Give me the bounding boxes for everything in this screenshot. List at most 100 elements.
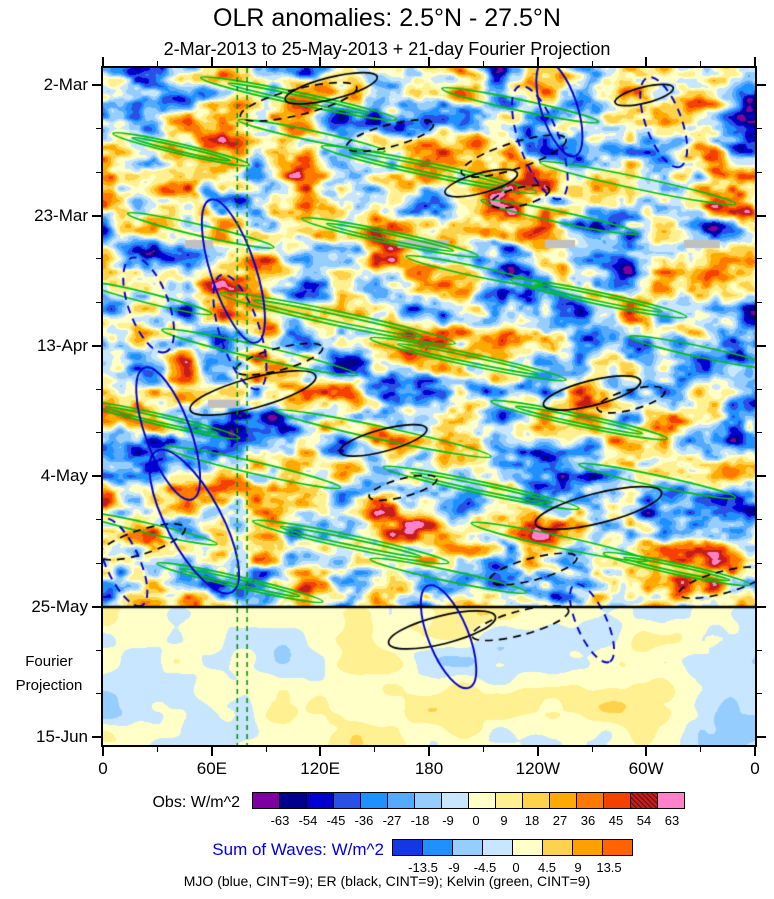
colorbar-tick-label: -27	[382, 813, 402, 828]
colorbar-tick-label: -4.5	[473, 860, 497, 875]
legend-footnote: MJO (blue, CINT=9); ER (black, CINT=9); …	[183, 873, 591, 889]
x-axis-tick	[210, 747, 213, 756]
x-minor-tick	[156, 61, 158, 66]
fourier-projection-label: Fourier Projection	[2, 650, 96, 698]
x-axis-label: 120E	[300, 759, 340, 778]
x-axis-tick	[319, 57, 322, 66]
y-minor-tick	[757, 562, 762, 564]
colorbar-cell	[495, 792, 523, 809]
x-minor-tick	[374, 61, 376, 66]
y-minor-tick	[96, 301, 101, 303]
y-minor-tick	[96, 519, 101, 521]
plot-area	[101, 66, 757, 747]
x-axis-tick	[536, 57, 539, 66]
colorbar-cell	[512, 839, 543, 856]
x-minor-tick	[374, 747, 376, 752]
colorbar-tick-label: 45	[608, 813, 624, 828]
colorbar-tick-label: 27	[552, 813, 568, 828]
annotation-line: Projection	[15, 677, 83, 694]
colorbar-tick-label: 9	[574, 860, 582, 875]
x-axis-tick	[428, 57, 430, 66]
y-minor-tick	[96, 562, 101, 564]
y-minor-tick	[757, 693, 762, 695]
chart-title: OLR anomalies: 2.5°N - 27.5°N	[213, 4, 561, 32]
y-minor-tick	[757, 301, 762, 303]
colorbar-tick-label: -9	[448, 860, 460, 875]
y-axis-tick	[92, 214, 101, 217]
x-axis-tick	[754, 747, 756, 756]
colorbar-tick-label: -63	[270, 813, 290, 828]
x-axis-tick	[210, 57, 213, 66]
y-minor-tick	[757, 127, 762, 129]
x-minor-tick	[700, 61, 702, 66]
x-axis-tick	[102, 57, 104, 66]
y-minor-tick	[96, 171, 101, 173]
colorbar-cell	[657, 792, 685, 809]
colorbar-cell	[252, 792, 280, 809]
heatmap-canvas	[103, 68, 755, 745]
x-axis-label: 60W	[628, 759, 664, 778]
colorbar-cell	[576, 792, 604, 809]
x-axis-tick	[754, 57, 756, 66]
x-minor-tick	[700, 747, 702, 752]
colorbar-tick-label: 18	[524, 813, 540, 828]
y-minor-tick	[96, 127, 101, 129]
y-axis-tick	[757, 83, 766, 86]
y-minor-tick	[96, 432, 101, 434]
y-axis-label: 4-May	[40, 466, 88, 486]
colorbar-tick-label: -54	[298, 813, 318, 828]
colorbar-cell	[306, 792, 334, 809]
chart-subtitle: 2-Mar-2013 to 25-May-2013 + 21-day Fouri…	[163, 39, 611, 59]
y-axis-label: 25-May	[31, 596, 88, 616]
colorbar-cell	[630, 792, 658, 809]
colorbar-tick-label: 0	[472, 813, 480, 828]
y-minor-tick	[757, 649, 762, 651]
colorbar-tick-label: 0	[512, 860, 520, 875]
colorbar-tick-label: 36	[580, 813, 596, 828]
y-axis-label: 2-Mar	[43, 74, 88, 94]
x-minor-tick	[591, 61, 593, 66]
y-minor-tick	[757, 432, 762, 434]
colorbar-cell	[482, 839, 513, 856]
x-minor-tick	[482, 61, 484, 66]
y-minor-tick	[757, 388, 762, 390]
colorbar-cell	[414, 792, 442, 809]
colorbar-tick-label: 63	[664, 813, 680, 828]
colorbar-tick-label: 54	[636, 813, 652, 828]
colorbar-tick-label: 13.5	[596, 860, 622, 875]
y-minor-tick	[757, 171, 762, 173]
x-axis-label: 180	[414, 759, 444, 778]
colorbar-tick-label: -13.5	[408, 860, 438, 875]
colorbar-tick-label: -18	[410, 813, 430, 828]
annotation-line: Fourier	[25, 653, 73, 670]
x-minor-tick	[591, 747, 593, 752]
y-axis-tick	[92, 83, 101, 86]
y-axis-tick	[757, 475, 766, 478]
y-axis-tick	[92, 344, 101, 347]
y-minor-tick	[96, 388, 101, 390]
x-axis-tick	[536, 747, 539, 756]
colorbar-cell	[542, 839, 573, 856]
colorbar-cell	[602, 839, 633, 856]
colorbar-cell	[572, 839, 603, 856]
colorbar-tick-label: -36	[354, 813, 374, 828]
y-minor-tick	[757, 258, 762, 260]
colorbar-cell	[279, 792, 307, 809]
y-axis-label: 13-Apr	[36, 335, 88, 355]
y-axis-label: 23-Mar	[34, 205, 88, 225]
colorbar-cell	[392, 839, 423, 856]
y-minor-tick	[96, 649, 101, 651]
colorbar-tick-label: 4.5	[537, 860, 557, 875]
colorbar-cell	[441, 792, 469, 809]
y-axis-label: 15-Jun	[36, 726, 88, 746]
y-axis-tick	[92, 475, 101, 478]
x-axis-tick	[319, 747, 322, 756]
x-axis-tick	[645, 57, 648, 66]
colorbar-tick-label: 9	[500, 813, 508, 828]
colorbar-cell	[549, 792, 577, 809]
obs-colorbar-label: Obs: W/m^2	[152, 794, 240, 811]
x-minor-tick	[265, 747, 267, 752]
y-axis-tick	[92, 605, 101, 608]
x-axis-label: 120W	[515, 759, 561, 778]
x-axis-tick	[645, 747, 648, 756]
